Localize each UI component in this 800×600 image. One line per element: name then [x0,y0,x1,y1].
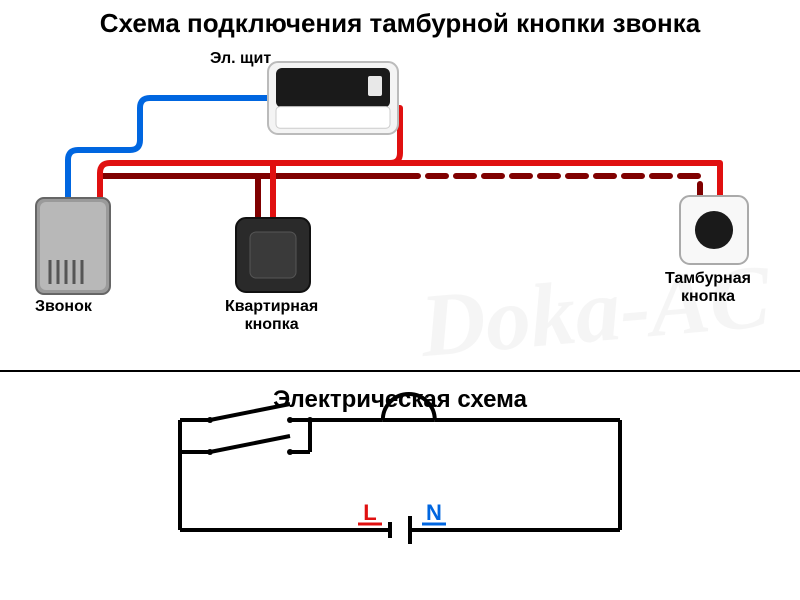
doorbell-label: Звонок [35,298,92,316]
panel-label: Эл. щит [210,50,271,68]
apt-button-label: Квартирнаякнопка [225,298,318,334]
apartment-button-icon [236,218,310,292]
electrical-schematic: L N [0,370,800,600]
pictorial-diagram [0,0,800,370]
phase-L-label: L [363,500,376,525]
vestibule-button-icon [680,196,748,264]
electrical-panel-icon [268,62,398,134]
doorbell-icon [36,198,110,294]
neutral-N-label: N [426,500,442,525]
vest-button-label: Тамбурнаякнопка [665,270,751,306]
